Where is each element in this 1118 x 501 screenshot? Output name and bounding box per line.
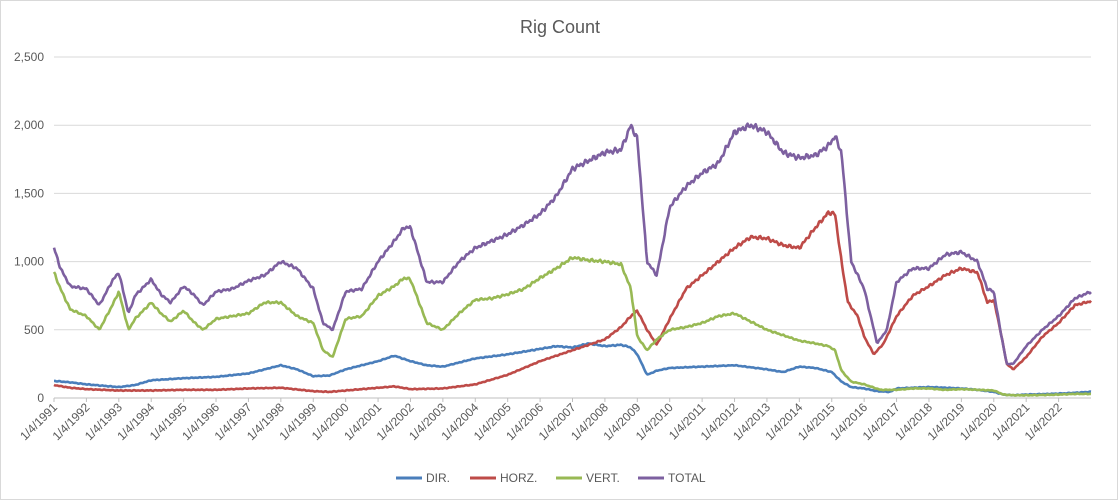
legend-entry: HORZ. bbox=[500, 471, 537, 485]
series-layer bbox=[52, 122, 1092, 397]
series-line-total bbox=[52, 122, 1092, 366]
legend-entry: TOTAL bbox=[668, 471, 706, 485]
y-tick-label: 2,000 bbox=[14, 118, 44, 132]
grid-layer bbox=[54, 56, 1091, 399]
y-axis-ticks: 0 500 1,000 1,500 2,000 2,500 bbox=[14, 50, 44, 405]
series-line-vert bbox=[52, 255, 1092, 397]
legend: DIR. HORZ. VERT. TOTAL bbox=[396, 471, 706, 485]
y-tick-label: 2,500 bbox=[14, 50, 44, 64]
y-tick-label: 1,500 bbox=[14, 186, 44, 200]
series-line-horz bbox=[53, 210, 1092, 394]
y-tick-label: 500 bbox=[24, 323, 44, 337]
y-tick-label: 0 bbox=[37, 391, 44, 405]
y-tick-label: 1,000 bbox=[14, 255, 44, 269]
legend-entry: DIR. bbox=[426, 471, 450, 485]
legend-entry: VERT. bbox=[586, 471, 620, 485]
x-axis-ticks: 1/4/19911/4/19921/4/19931/4/19941/4/1995… bbox=[17, 398, 1065, 443]
chart-title: Rig Count bbox=[520, 17, 600, 37]
